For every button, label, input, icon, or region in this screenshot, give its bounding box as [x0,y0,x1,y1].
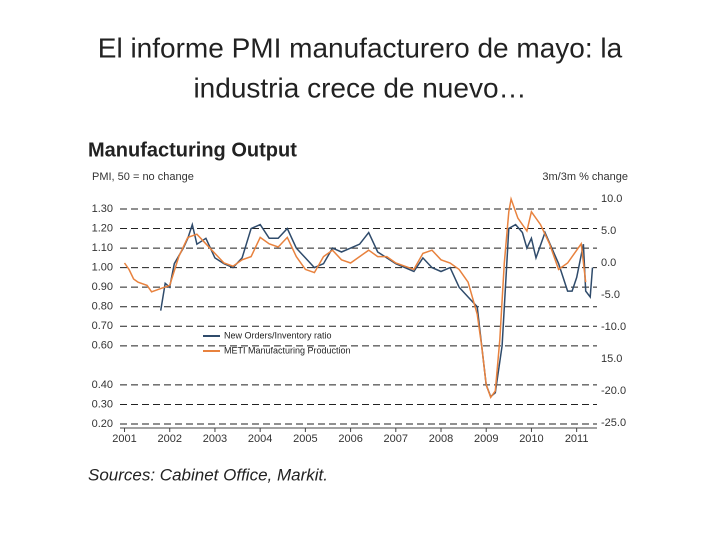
y-tick-label: 0.20 [92,418,113,430]
y-tick-label: 1.00 [92,262,113,274]
x-tick-label: 2003 [203,433,227,445]
y2-tick-label: -20.0 [601,385,626,397]
y-tick-label: 0.90 [92,281,113,293]
x-tick-label: 2006 [338,433,362,445]
y-tick-label: 0.70 [92,320,113,332]
x-tick-label: 2002 [157,433,181,445]
series-line [123,196,587,400]
x-tick-label: 2007 [384,433,408,445]
slide-title: El informe PMI manufacturero de mayo: la [98,32,623,63]
y-tick-label: 0.80 [92,301,113,313]
x-tick-label: 2005 [293,433,317,445]
chart-title: Manufacturing Output [88,139,297,161]
y-tick-label: 1.20 [92,222,113,234]
x-tick-label: 2001 [112,433,136,445]
y-tick-label: 1.10 [92,242,113,254]
y2-tick-label: 5.0 [601,225,616,237]
y2-tick-label: -5.0 [601,289,620,301]
x-tick-label: 2004 [248,433,272,445]
x-tick-label: 2011 [565,433,589,445]
x-tick-label: 2009 [474,433,498,445]
y-tick-label: 1.30 [92,203,113,215]
y2-tick-label: -10.0 [601,321,626,333]
y-tick-label: 0.40 [92,379,113,391]
series-line [159,221,594,398]
legend-label: METI Manufacturing Production [224,345,351,355]
y2-tick-label: 10.0 [601,193,622,205]
y-axis-label: PMI, 50 = no change [92,171,194,183]
source: Sources: Cabinet Office, Markit. [88,465,328,484]
y2-tick-label: 0.0 [601,257,616,269]
y2-axis-label: 3m/3m % change [542,171,628,183]
x-tick-label: 2010 [519,433,543,445]
y-tick-label: 0.30 [92,398,113,410]
y2-tick-label: -25.0 [601,417,626,429]
x-tick-label: 2008 [429,433,453,445]
legend-label: New Orders/Inventory ratio [224,330,332,340]
slide-title: industria crece de nuevo… [193,72,526,103]
y2-tick-label: 15.0 [601,353,622,365]
y-tick-label: 0.60 [92,340,113,352]
